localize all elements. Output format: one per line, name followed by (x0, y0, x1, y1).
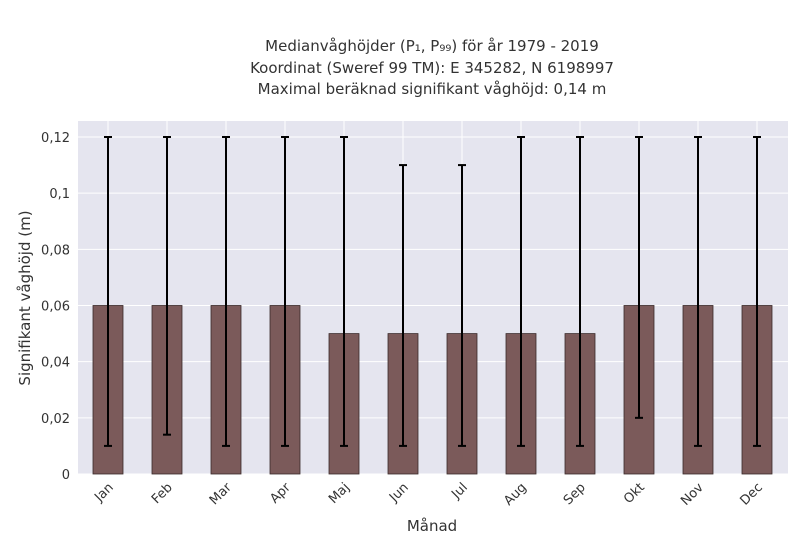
x-tick-label: Aug (501, 480, 530, 509)
y-axis-label: Signifikant våghöjd (m) (16, 210, 34, 385)
y-tick-labels: 0 0,02 0,04 0,06 0,08 0,1 0,12 (41, 131, 70, 483)
y-tick-label: 0,08 (41, 243, 70, 258)
y-tick-label: 0,06 (41, 300, 70, 315)
x-tick-label: Maj (326, 480, 353, 507)
x-tick-label: Apr (267, 480, 294, 507)
y-tick-label: 0,12 (41, 131, 70, 146)
y-gridlines (78, 136, 788, 475)
title-line-3: Maximal beräknad signifikant våghöjd: 0,… (258, 80, 607, 98)
x-tick-label: Feb (149, 480, 176, 507)
error-bar-dec (753, 136, 761, 447)
x-tick-label: Jun (386, 480, 412, 506)
error-bar-apr (281, 136, 289, 447)
error-bar-mar (222, 136, 230, 447)
x-tick-label: Okt (621, 480, 648, 507)
title-line-1: Medianvåghöjder (P₁, P₉₉) för år 1979 - … (265, 37, 599, 55)
plot-area (78, 121, 788, 474)
x-axis-label: Månad (407, 517, 457, 535)
x-tick-label: Jan (91, 480, 116, 505)
error-bars (104, 136, 761, 447)
x-tick-labels: Jan Feb Mar Apr Maj Jun Jul Aug Sep Okt Nov Dec (91, 480, 765, 509)
error-bar-jun (399, 164, 407, 447)
x-tick-label: Dec (737, 480, 765, 508)
y-tick-label: 0 (62, 468, 70, 483)
x-tick-label: Nov (678, 480, 707, 509)
x-tick-label: Jul (448, 480, 470, 502)
x-tick-label: Sep (561, 480, 589, 508)
error-bar-jul (458, 164, 466, 447)
y-tick-label: 0,04 (41, 356, 70, 371)
title-line-2: Koordinat (Sweref 99 TM): E 345282, N 61… (250, 59, 614, 77)
error-bar-maj (340, 136, 348, 447)
error-bar-feb (163, 136, 171, 436)
chart-title: Medianvåghöjder (P₁, P₉₉) för år 1979 - … (250, 37, 614, 98)
error-bar-aug (517, 136, 525, 447)
error-bar-jan (104, 136, 112, 447)
x-tick-label: Mar (207, 480, 235, 508)
error-bar-okt (635, 136, 643, 419)
error-bar-sep (576, 136, 584, 447)
error-bar-nov (694, 136, 702, 447)
y-tick-label: 0,1 (49, 187, 70, 202)
y-tick-label: 0,02 (41, 412, 70, 427)
